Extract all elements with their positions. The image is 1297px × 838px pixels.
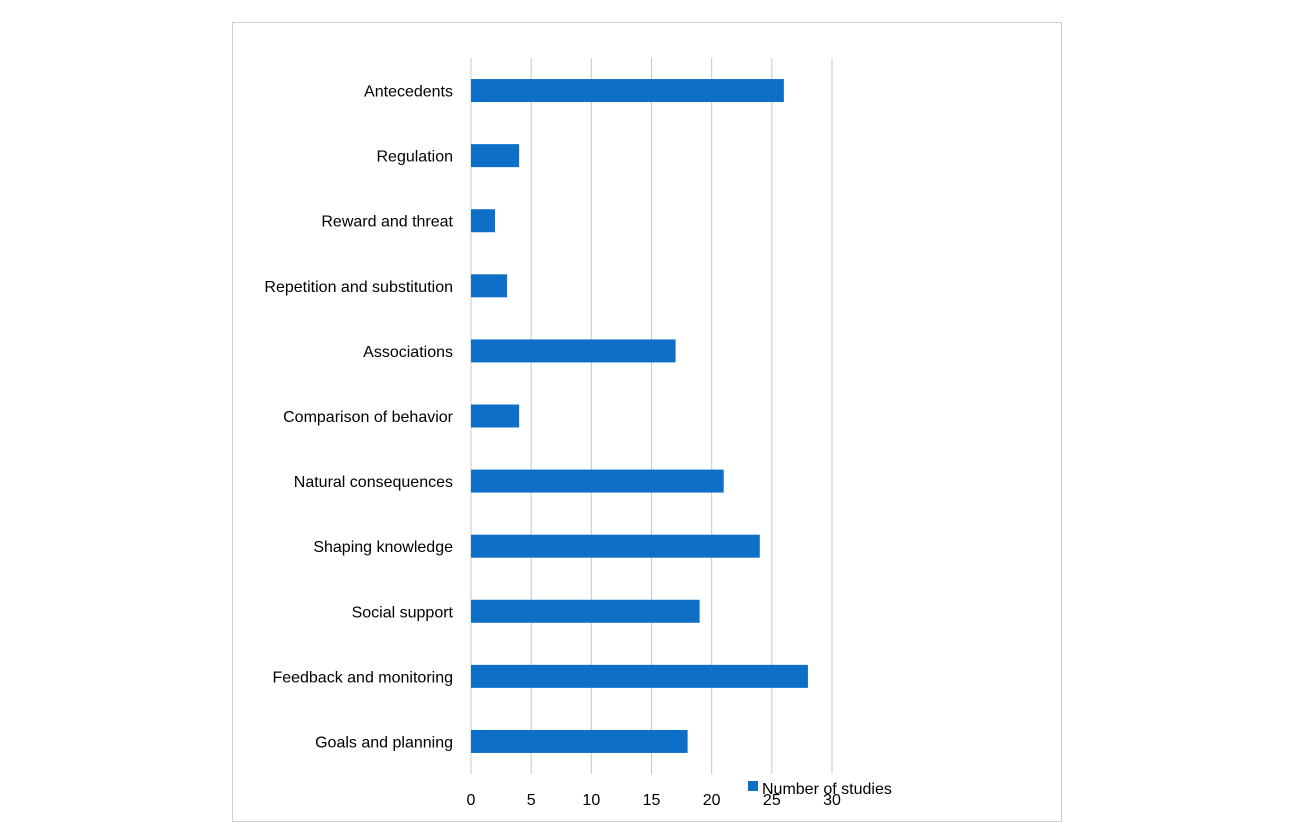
category-label: Associations (363, 344, 453, 361)
bar[interactable] (471, 209, 496, 233)
category-label: Regulation (377, 149, 454, 166)
category-label: Feedback and monitoring (272, 669, 453, 686)
category-label: Comparison of behavior (283, 409, 454, 426)
legend-swatch (748, 781, 758, 791)
legend[interactable]: Number of studies (748, 781, 892, 798)
x-tick-label: 10 (582, 792, 600, 809)
x-tick-label: 5 (527, 792, 536, 809)
x-tick-label: 0 (467, 792, 476, 809)
bar[interactable] (471, 729, 688, 753)
category-label: Natural consequences (294, 474, 453, 491)
category-label: Antecedents (364, 84, 453, 101)
bar[interactable] (471, 469, 724, 493)
bar[interactable] (471, 339, 676, 363)
bar[interactable] (471, 534, 760, 558)
x-tick-label: 30 (823, 792, 841, 809)
bar[interactable] (471, 274, 508, 298)
category-label: Goals and planning (315, 734, 453, 751)
bar[interactable] (471, 404, 520, 428)
x-tick-label: 15 (643, 792, 661, 809)
category-labels: Antecedents Regulation Reward and threat Re… (264, 84, 453, 752)
category-label: Repetition and substitution (264, 279, 453, 296)
category-label: Shaping knowledge (313, 539, 453, 556)
category-label: Reward and threat (321, 214, 453, 231)
bar[interactable] (471, 79, 784, 103)
legend-label: Number of studies (762, 781, 892, 798)
x-axis-tick-labels: 0 5 10 15 20 25 30 (467, 792, 841, 809)
x-tick-label: 25 (763, 792, 781, 809)
x-tick-label: 20 (703, 792, 721, 809)
bars (471, 79, 808, 753)
chart-frame (232, 22, 1062, 822)
bar[interactable] (471, 144, 520, 168)
bar[interactable] (471, 599, 700, 623)
bar[interactable] (471, 664, 808, 688)
grid-lines (470, 58, 833, 774)
category-label: Social support (352, 604, 454, 621)
